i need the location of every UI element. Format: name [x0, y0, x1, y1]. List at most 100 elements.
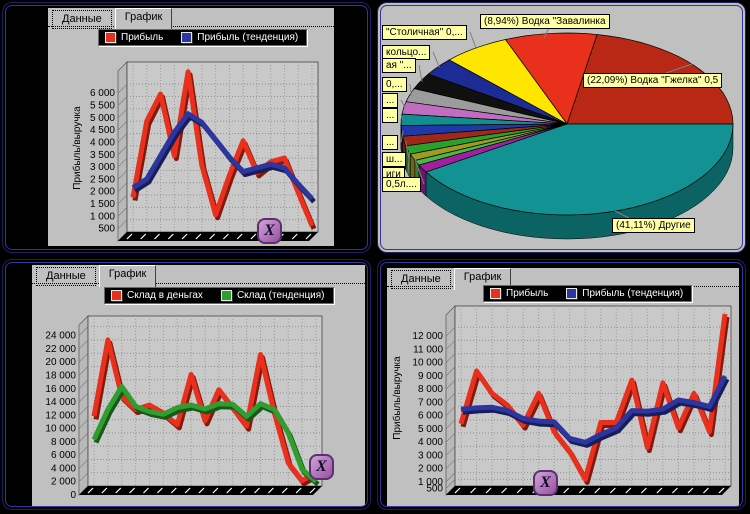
- svg-text:5 500: 5 500: [90, 100, 115, 111]
- svg-text:6 000: 6 000: [90, 88, 115, 99]
- chart-panel-stock-trend: Данные График Склад в деньгах Склад (тен…: [32, 265, 365, 506]
- close-chart-button[interactable]: X: [309, 454, 334, 480]
- svg-text:24 000: 24 000: [45, 331, 76, 342]
- pie-label-gzhelka: (22,09%) Водка "Гжелка" 0,5: [583, 73, 723, 88]
- tab-strip: Данные График: [391, 268, 512, 290]
- chart-legend: Прибыль Прибыль (тенденция): [483, 285, 693, 302]
- legend-swatch-icon: [490, 288, 501, 299]
- svg-text:12 000: 12 000: [412, 331, 443, 342]
- legend-swatch-icon: [566, 288, 578, 299]
- svg-text:10 000: 10 000: [45, 424, 76, 435]
- svg-text:9 000: 9 000: [418, 371, 443, 382]
- window-top-right: (8,94%) Водка "Завалинка (22,09%) Водка …: [377, 2, 746, 253]
- y-axis-label: Прибыль/выручка: [72, 106, 83, 190]
- svg-text:20 000: 20 000: [45, 357, 76, 368]
- tab-chart[interactable]: График: [453, 268, 512, 290]
- svg-text:22 000: 22 000: [45, 344, 76, 355]
- svg-text:2 500: 2 500: [90, 174, 115, 185]
- svg-text:5 000: 5 000: [418, 424, 443, 435]
- svg-text:500: 500: [426, 483, 443, 494]
- chart-legend: Прибыль Прибыль (тенденция): [98, 29, 308, 46]
- svg-text:11 000: 11 000: [413, 344, 443, 355]
- chart-legend: Склад в деньгах Склад (тенденция): [104, 287, 334, 304]
- tab-data[interactable]: Данные: [52, 10, 112, 29]
- svg-text:7 000: 7 000: [418, 397, 443, 408]
- svg-text:3 000: 3 000: [418, 450, 443, 461]
- legend-label: Прибыль (тенденция): [582, 288, 684, 299]
- svg-text:6 000: 6 000: [418, 411, 443, 422]
- legend-item: Прибыль (тенденция): [566, 288, 683, 299]
- y-axis-label: Прибыль/выручка: [392, 356, 403, 440]
- legend-swatch-icon: [220, 290, 232, 301]
- pie-left-label: ...: [382, 93, 399, 108]
- pie-left-label: "Столичная" 0,...: [382, 25, 467, 40]
- svg-text:3 500: 3 500: [90, 150, 115, 161]
- chart-panel-profit-trend: Данные График Прибыль Прибыль (тенденция…: [48, 8, 334, 246]
- legend-swatch-icon: [111, 290, 122, 301]
- close-chart-button[interactable]: X: [533, 470, 558, 496]
- svg-text:10 000: 10 000: [412, 358, 443, 369]
- svg-text:4 000: 4 000: [90, 137, 115, 148]
- pie-label-zavalinka: (8,94%) Водка "Завалинка: [480, 14, 610, 29]
- pie-panel: (8,94%) Водка "Завалинка (22,09%) Водка …: [380, 5, 743, 250]
- tab-divider: [48, 26, 334, 27]
- tab-strip: Данные График: [52, 8, 173, 30]
- pie-left-label: ая "...: [382, 58, 416, 73]
- svg-text:500: 500: [98, 224, 115, 235]
- legend-label: Склад в деньгах: [127, 290, 203, 301]
- tab-divider: [32, 283, 365, 284]
- window-bottom-left-content: Данные График Склад в деньгах Склад (тен…: [5, 262, 368, 507]
- svg-text:1 000: 1 000: [418, 477, 443, 488]
- svg-text:8 000: 8 000: [418, 384, 443, 395]
- legend-label: Склад (тенденция): [236, 290, 325, 301]
- window-top-left: Данные График Прибыль Прибыль (тенденция…: [2, 2, 371, 253]
- legend-item: Прибыль: [105, 32, 163, 43]
- tab-data[interactable]: Данные: [391, 270, 451, 289]
- svg-text:1 000: 1 000: [90, 211, 115, 222]
- svg-text:2 000: 2 000: [90, 187, 115, 198]
- legend-item: Склад (тенденция): [220, 290, 325, 301]
- svg-text:5 000: 5 000: [90, 113, 115, 124]
- legend-label: Прибыль (тенденция): [197, 32, 299, 43]
- svg-text:4 500: 4 500: [90, 125, 115, 136]
- pie-left-label: 0,...: [382, 77, 407, 92]
- svg-text:14 000: 14 000: [45, 397, 76, 408]
- svg-text:4 000: 4 000: [418, 437, 443, 448]
- legend-item: Прибыль (тенденция): [181, 32, 298, 43]
- svg-text:0: 0: [70, 490, 76, 501]
- pie-left-label: ...: [382, 135, 399, 150]
- pie-label-others: (41,11%) Другие: [612, 218, 695, 233]
- svg-text:12 000: 12 000: [45, 410, 76, 421]
- window-bottom-right-content: Данные График Прибыль Прибыль (тенденция…: [380, 262, 743, 507]
- window-top-left-content: Данные График Прибыль Прибыль (тенденция…: [5, 5, 368, 250]
- legend-swatch-icon: [181, 32, 193, 43]
- svg-text:2 000: 2 000: [418, 464, 443, 475]
- legend-label: Прибыль: [506, 288, 549, 299]
- legend-swatch-icon: [105, 32, 116, 43]
- svg-text:2 000: 2 000: [51, 477, 76, 488]
- pie-left-label: кольцо...: [382, 45, 431, 60]
- tab-data[interactable]: Данные: [36, 267, 96, 286]
- svg-text:3 000: 3 000: [90, 162, 115, 173]
- svg-text:18 000: 18 000: [45, 370, 76, 381]
- tab-chart[interactable]: График: [114, 8, 173, 30]
- legend-item: Склад в деньгах: [111, 290, 203, 301]
- legend-item: Прибыль: [490, 288, 548, 299]
- window-bottom-right: Данные График Прибыль Прибыль (тенденция…: [377, 259, 746, 510]
- close-chart-button[interactable]: X: [257, 218, 282, 244]
- pie-left-label: ...: [382, 108, 399, 123]
- chart-panel-profit-trend-2: Данные График Прибыль Прибыль (тенденция…: [387, 268, 739, 506]
- legend-label: Прибыль: [121, 32, 164, 43]
- svg-text:1 500: 1 500: [90, 199, 115, 210]
- pie-left-label: 0,5л....: [382, 177, 421, 192]
- pie-chart: [400, 27, 734, 240]
- svg-text:4 000: 4 000: [51, 463, 76, 474]
- svg-text:16 000: 16 000: [45, 384, 76, 395]
- tab-strip: Данные График: [36, 265, 157, 287]
- tab-chart[interactable]: График: [98, 265, 157, 287]
- svg-text:8 000: 8 000: [51, 437, 76, 448]
- svg-text:6 000: 6 000: [51, 450, 76, 461]
- window-bottom-left: Данные График Склад в деньгах Склад (тен…: [2, 259, 371, 510]
